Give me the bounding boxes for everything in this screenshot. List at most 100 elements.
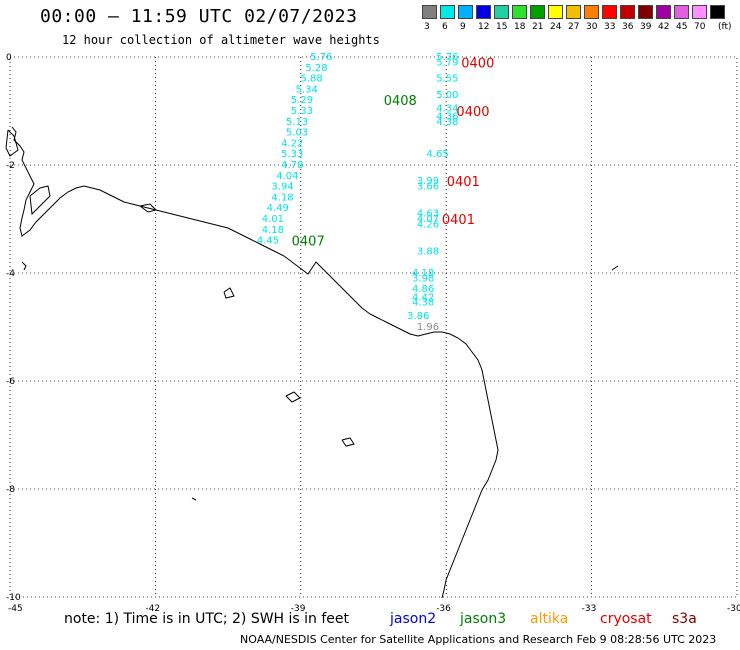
legend-bin-label: 15 [496, 22, 508, 32]
wave-height-value: 5.29 [291, 95, 313, 106]
legend-bin-label: 18 [514, 22, 526, 32]
legend-swatch [710, 5, 725, 19]
coastline-island [285, 391, 301, 403]
lat-tick-label: 0 [6, 53, 12, 63]
lat-lon-grid [10, 57, 737, 597]
legend-swatch [476, 5, 491, 19]
wave-height-value: 4.86 [412, 284, 434, 295]
legend-bin-label: 12 [478, 22, 490, 32]
legend-swatch [494, 5, 509, 19]
legend-swatch [602, 5, 617, 19]
lon-tick-label: -36 [436, 604, 451, 614]
wave-height-value: 3.86 [407, 311, 429, 322]
legend-bin-label: 9 [460, 22, 466, 32]
pass-time-label: 0401 [447, 175, 480, 190]
credit-line: NOAA/NESDIS Center for Satellite Applica… [240, 633, 717, 646]
lon-tick-label: -30 [727, 604, 740, 614]
wave-height-value: 5.76 [436, 52, 458, 63]
wave-height-value: 3.99 [417, 176, 439, 187]
legend-bin-label: 42 [658, 22, 670, 32]
map-title: 00:00 – 11:59 UTC 02/07/2023 [40, 6, 358, 27]
pass-time-label: 0400 [456, 105, 489, 120]
lat-tick-label: -2 [6, 161, 15, 171]
legend-swatch [584, 5, 599, 19]
lon-tick-label: -42 [145, 604, 160, 614]
legend-swatch [620, 5, 635, 19]
wave-height-value: 4.34 [436, 103, 458, 114]
frame-border [9, 56, 738, 598]
wave-height-value: 4.01 [262, 214, 284, 225]
wave-height-value: 4.49 [267, 203, 289, 214]
legend-swatch [674, 5, 689, 19]
wave-height-value: 5.13 [286, 117, 308, 128]
wave-height-value: 4.18 [412, 268, 434, 279]
wave-height-value: 5.79 [436, 57, 458, 68]
legend-unit-label: (ft) [718, 22, 732, 32]
coastline [5, 126, 619, 599]
coastline-island [139, 203, 157, 213]
legend-swatch [656, 5, 671, 19]
wave-height-value: 5.33 [281, 149, 303, 160]
lat-tick-label: -6 [6, 377, 15, 387]
wave-height-value: 4.26 [417, 219, 439, 230]
lat-tick-label: -10 [6, 593, 21, 603]
legend-altika: altika [530, 611, 569, 627]
legend-swatch [512, 5, 527, 19]
pass-time-label: 0401 [442, 213, 475, 228]
wave-height-value: 4.18 [271, 192, 293, 203]
wave-height-value: 5.03 [286, 128, 308, 139]
wave-height-value: 5.28 [305, 63, 327, 74]
footer-note: note: 1) Time is in UTC; 2) SWH is in fe… [64, 611, 350, 627]
legend-bin-label: 30 [586, 22, 598, 32]
coastline-island [29, 185, 51, 216]
coastline-islet [21, 261, 27, 271]
coastline-island [223, 287, 235, 299]
axis-tick-labels: -45 -42 -39 -36 -33 -30 0 -2 -4 -6 -8 -10 [6, 53, 740, 614]
coastline-islet [611, 265, 619, 271]
pass-time-label: 0400 [461, 56, 494, 71]
wave-height-value: 4.78 [281, 160, 303, 171]
legend-swatch [692, 5, 707, 19]
lon-tick-label: -33 [582, 604, 597, 614]
map-frame [9, 56, 738, 598]
legend-swatch [548, 5, 563, 19]
pass-time-label: 0407 [292, 235, 325, 250]
wave-height-labels: 5.765.285.885.345.295.335.135.034.225.33… [257, 52, 495, 333]
wave-height-value: 5.76 [310, 52, 332, 63]
legend-bin-label: 39 [640, 22, 652, 32]
legend-swatch [638, 5, 653, 19]
legend-bin-label: 36 [622, 22, 634, 32]
legend-bin-label: 70 [694, 22, 706, 32]
lat-tick-label: -8 [6, 485, 15, 495]
legend-swatch [530, 5, 545, 19]
wave-height-value: 5.00 [436, 90, 458, 101]
legend-jason2: jason2 [390, 611, 437, 627]
legend-bin-label: 6 [442, 22, 448, 32]
legend-swatch [422, 5, 437, 19]
wave-height-value: 5.55 [436, 74, 458, 85]
wave-height-value: 5.33 [291, 106, 313, 117]
legend-bin-label: 21 [532, 22, 544, 32]
pass-time-label: 0408 [384, 94, 417, 109]
legend-cryosat: cryosat [600, 611, 652, 627]
legend-swatch [566, 5, 581, 19]
coastline-inlet [5, 129, 19, 157]
wave-height-value: 4.45 [257, 236, 279, 247]
wave-height-value: 5.88 [300, 74, 322, 85]
wave-height-value: 4.04 [276, 171, 298, 182]
wave-height-value: 4.22 [281, 138, 303, 149]
legend-s3a: s3a [672, 611, 697, 627]
wave-height-value: 3.98 [412, 273, 434, 284]
wave-height-value: 5.34 [296, 84, 318, 95]
wave-height-value: 4.63 [417, 209, 439, 220]
coastline-path [11, 126, 499, 599]
coastline-islet [191, 497, 197, 501]
legend-bin-label: 24 [550, 22, 562, 32]
wave-height-value: 4.38 [436, 117, 458, 128]
lon-tick-label: -45 [8, 604, 23, 614]
wave-height-value: 4.65 [427, 149, 449, 160]
legend-bin-label: 3 [424, 22, 430, 32]
wave-height-value: 4.38 [412, 298, 434, 309]
wave-height-value: 4.42 [412, 292, 434, 303]
